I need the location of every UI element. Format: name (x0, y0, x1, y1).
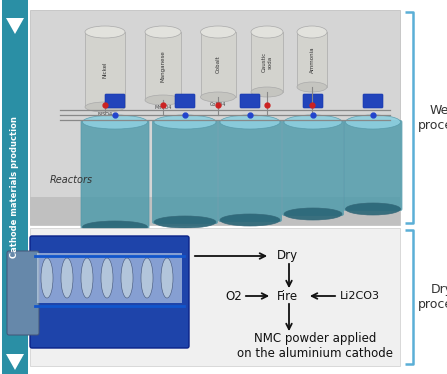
Ellipse shape (161, 258, 173, 298)
Bar (85, 32, 125, 107)
Text: MnSO4: MnSO4 (154, 105, 172, 110)
Text: Li2CO3: Li2CO3 (340, 291, 380, 301)
Ellipse shape (284, 115, 342, 129)
FancyBboxPatch shape (81, 120, 149, 229)
Ellipse shape (251, 87, 283, 97)
Text: Nickel: Nickel (102, 61, 107, 78)
Text: Fire: Fire (277, 289, 298, 303)
Ellipse shape (41, 258, 53, 298)
Ellipse shape (81, 258, 93, 298)
Bar (2, 0, 28, 374)
FancyBboxPatch shape (283, 120, 343, 215)
Ellipse shape (141, 258, 153, 298)
Ellipse shape (201, 92, 236, 102)
Ellipse shape (121, 258, 133, 298)
Ellipse shape (346, 115, 401, 129)
Text: Ammonia: Ammonia (309, 46, 315, 73)
Bar (30, 228, 400, 366)
Ellipse shape (201, 26, 236, 38)
Ellipse shape (220, 214, 280, 226)
Text: NMC powder applied
on the aluminium cathode: NMC powder applied on the aluminium cath… (237, 332, 393, 360)
Ellipse shape (284, 208, 342, 220)
Ellipse shape (101, 258, 113, 298)
Text: Dry: Dry (277, 249, 298, 263)
Ellipse shape (145, 95, 181, 105)
Text: O2: O2 (225, 289, 242, 303)
Bar (297, 32, 327, 87)
Text: Caustic
soda: Caustic soda (261, 52, 272, 72)
Ellipse shape (220, 115, 280, 129)
Bar (201, 32, 236, 97)
FancyBboxPatch shape (7, 251, 39, 335)
FancyBboxPatch shape (105, 94, 125, 108)
FancyBboxPatch shape (175, 94, 195, 108)
Ellipse shape (297, 82, 327, 92)
Text: Reactors: Reactors (50, 175, 93, 185)
Ellipse shape (346, 203, 401, 215)
Ellipse shape (154, 115, 216, 129)
Ellipse shape (85, 102, 125, 112)
Text: Wet
process: Wet process (418, 104, 447, 132)
Bar (145, 32, 181, 100)
Polygon shape (6, 354, 24, 370)
FancyBboxPatch shape (344, 120, 402, 211)
Text: Cathode materials production: Cathode materials production (10, 116, 20, 258)
Text: CoSO4: CoSO4 (210, 102, 226, 107)
Ellipse shape (83, 221, 148, 233)
Ellipse shape (85, 26, 125, 38)
Bar (37, 253, 182, 303)
Bar (30, 197, 400, 225)
FancyBboxPatch shape (219, 120, 282, 221)
Text: Dry
process: Dry process (418, 283, 447, 311)
Text: Manganese: Manganese (160, 50, 165, 82)
Ellipse shape (154, 216, 216, 228)
Bar (251, 32, 283, 92)
FancyBboxPatch shape (240, 94, 260, 108)
Ellipse shape (61, 258, 73, 298)
Text: Cobalt: Cobalt (215, 56, 220, 73)
Ellipse shape (251, 26, 283, 38)
Ellipse shape (145, 26, 181, 38)
Polygon shape (6, 18, 24, 34)
Text: NiSO4: NiSO4 (97, 112, 113, 117)
FancyBboxPatch shape (30, 236, 189, 348)
FancyBboxPatch shape (152, 120, 218, 224)
FancyBboxPatch shape (303, 94, 323, 108)
Ellipse shape (297, 26, 327, 38)
Ellipse shape (83, 115, 148, 129)
Bar (30, 10, 400, 225)
FancyBboxPatch shape (363, 94, 383, 108)
